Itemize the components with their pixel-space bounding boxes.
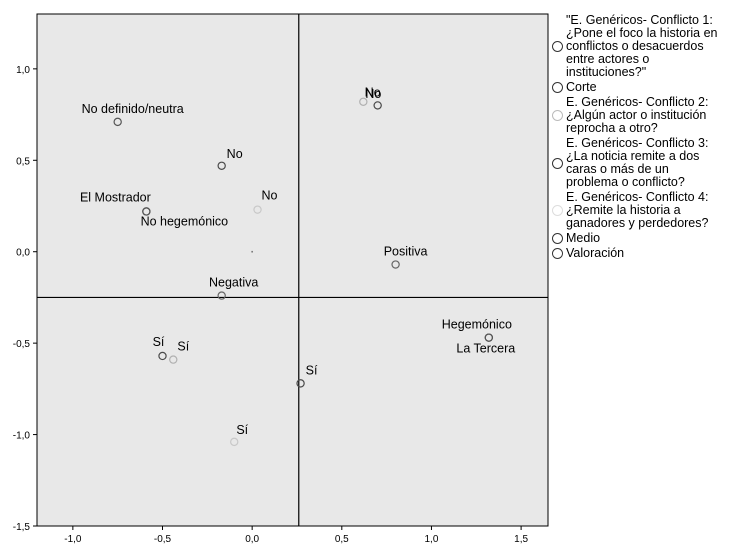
x-tick-label: 0,0	[245, 534, 259, 545]
legend-label: E. Genéricos- Conflicto 3: ¿La noticia r…	[566, 136, 709, 189]
legend-marker-circle-icon	[552, 110, 563, 121]
x-tick-label: -0,5	[154, 534, 172, 545]
point-label: Positiva	[384, 245, 428, 259]
legend-item: E. Genéricos- Conflicto 3: ¿La noticia r…	[552, 137, 748, 189]
point-label: No	[365, 85, 381, 99]
legend-label: Medio	[566, 231, 601, 245]
y-tick-label: -1,5	[13, 522, 31, 533]
data-point	[217, 291, 226, 300]
point-label: Sí	[177, 340, 189, 354]
point-label: No	[227, 147, 243, 161]
data-point	[169, 355, 178, 364]
point-label: No definido/neutra	[82, 102, 184, 116]
data-point	[158, 351, 167, 361]
legend-label: E. Genéricos- Conflicto 4: ¿Remite la hi…	[566, 190, 709, 230]
y-tick-label: -0,5	[13, 339, 31, 350]
plot-area	[36, 13, 549, 527]
point-label: No	[365, 87, 381, 101]
data-point	[142, 207, 151, 216]
origin-mark	[251, 250, 253, 253]
legend-marker-circle-icon	[552, 157, 563, 169]
data-point	[230, 437, 239, 447]
legend-item: Medio	[552, 232, 748, 245]
point-label: Negativa	[209, 276, 258, 290]
point-label: Sí	[306, 363, 318, 377]
legend-item: Valoración	[552, 247, 748, 260]
legend-item: E. Genéricos- Conflicto 4: ¿Remite la hi…	[552, 191, 748, 230]
y-tick-label: -1,0	[13, 431, 31, 442]
point-label: Hegemónico	[442, 318, 512, 332]
legend-marker-circle-icon	[552, 82, 563, 93]
x-tick-label: 1,0	[425, 534, 439, 545]
point-label: La Tercera	[456, 342, 515, 356]
data-point	[296, 379, 305, 388]
legend-marker-circle-icon	[552, 205, 563, 216]
point-label: No hegemónico	[141, 214, 229, 228]
legend: "E. Genéricos- Conflicto 1: ¿Pone el foc…	[552, 14, 748, 262]
legend-item: "E. Genéricos- Conflicto 1: ¿Pone el foc…	[552, 14, 748, 79]
data-point	[113, 117, 122, 127]
y-tick-label: 0,0	[16, 248, 30, 259]
y-tick-label: 0,5	[16, 156, 30, 167]
legend-marker-circle-icon	[552, 233, 563, 244]
x-tick-label: 0,5	[335, 534, 349, 545]
legend-label: Corte	[566, 80, 597, 94]
data-point	[484, 333, 494, 342]
x-tick-label: -1,0	[64, 534, 82, 545]
data-point	[359, 97, 368, 106]
legend-label: E. Genéricos- Conflicto 2: ¿Algún actor …	[566, 95, 709, 135]
legend-label: "E. Genéricos- Conflicto 1: ¿Pone el foc…	[566, 13, 718, 79]
legend-item: E. Genéricos- Conflicto 2: ¿Algún actor …	[552, 96, 748, 135]
legend-label: Valoración	[566, 246, 625, 260]
point-label: Sí	[153, 335, 165, 349]
data-point	[373, 101, 382, 110]
point-label: No	[262, 189, 278, 203]
x-tick-label: 1,5	[514, 534, 528, 545]
legend-marker-circle-icon	[552, 41, 563, 52]
point-label: El Mostrador	[80, 190, 151, 204]
data-point	[217, 161, 226, 170]
y-tick-label: 1,0	[16, 65, 30, 76]
data-point	[391, 260, 400, 269]
legend-item: Corte	[552, 81, 748, 94]
point-label: Sí	[236, 423, 248, 437]
legend-marker-circle-icon	[552, 248, 563, 259]
data-point	[253, 205, 262, 214]
